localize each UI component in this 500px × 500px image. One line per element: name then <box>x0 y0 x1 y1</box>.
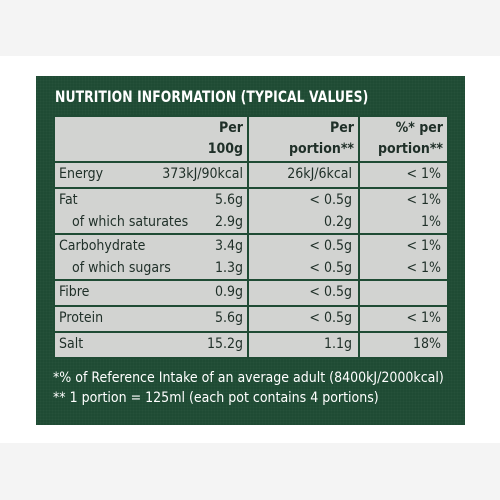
nutrition-title: NUTRITION INFORMATION (TYPICAL VALUES) <box>55 87 369 106</box>
header-per-portion: Per portion** <box>247 115 360 163</box>
salt-label: Salt <box>59 336 84 352</box>
carbohydrate-per-100g: 3.4g <box>214 238 243 254</box>
header-per-100g: Per 100g <box>53 115 249 163</box>
fibre-per-portion: < 0.5g <box>247 279 360 307</box>
energy-ri: < 1% <box>358 161 449 189</box>
fat-per-portion: < 0.5g <box>309 192 352 208</box>
table-row-carbohydrate: Carbohydrate 3.4g of which sugars 1.3g <… <box>53 233 449 281</box>
header-per-portion-line1: Per <box>330 120 354 136</box>
energy-label: Energy <box>59 166 104 182</box>
fat-ri-cell: < 1% 1% <box>358 187 449 235</box>
sugars-ri: < 1% <box>406 260 441 276</box>
header-per-100g-line1: Per <box>219 120 243 136</box>
sugars-per-portion: < 0.5g <box>309 260 352 276</box>
fat-cell: Fat 5.6g of which saturates 2.9g <box>53 187 249 235</box>
saturates-per-100g: 2.9g <box>214 214 243 230</box>
table-row-energy: Energy 373kJ/90kcal 26kJ/6kcal < 1% <box>53 161 449 189</box>
table-row-fibre: Fibre 0.9g < 0.5g <box>53 279 449 307</box>
carbohydrate-ri: < 1% <box>406 238 441 254</box>
carbohydrate-label: Carbohydrate <box>59 238 146 254</box>
protein-per-portion: < 0.5g <box>247 305 360 333</box>
fibre-label: Fibre <box>59 284 90 300</box>
table-row-fat: Fat 5.6g of which saturates 2.9g < 0.5g … <box>53 187 449 235</box>
header-ri-per-portion: %* per portion** <box>358 115 449 163</box>
carbohydrate-per-portion: < 0.5g <box>309 238 352 254</box>
sugars-per-100g: 1.3g <box>214 260 243 276</box>
fibre-per-100g: 0.9g <box>214 284 243 300</box>
nutrition-label: NUTRITION INFORMATION (TYPICAL VALUES) P… <box>36 76 465 425</box>
table-row-protein: Protein 5.6g < 0.5g < 1% <box>53 305 449 333</box>
saturates-label: of which saturates <box>72 214 189 230</box>
page-background-top <box>0 0 500 56</box>
carbohydrate-ri-cell: < 1% < 1% <box>358 233 449 281</box>
fat-label: Fat <box>59 192 78 208</box>
protein-ri: < 1% <box>358 305 449 333</box>
footnote-reference-intake: *% of Reference Intake of an average adu… <box>53 370 444 386</box>
carbohydrate-cell: Carbohydrate 3.4g of which sugars 1.3g <box>53 233 249 281</box>
fibre-ri <box>358 279 449 307</box>
header-per-100g-line2: 100g <box>207 141 243 157</box>
salt-per-portion: 1.1g <box>247 331 360 359</box>
fat-portion-cell: < 0.5g 0.2g <box>247 187 360 235</box>
salt-ri: 18% <box>358 331 449 359</box>
fibre-cell: Fibre 0.9g <box>53 279 249 307</box>
salt-per-100g: 15.2g <box>206 336 243 352</box>
salt-cell: Salt 15.2g <box>53 331 249 359</box>
sugars-label: of which sugars <box>72 260 171 276</box>
table-row-salt: Salt 15.2g 1.1g 18% <box>53 331 449 359</box>
nutrition-table: Per 100g Per portion** %* per portion** … <box>53 115 449 359</box>
carbohydrate-portion-cell: < 0.5g < 0.5g <box>247 233 360 281</box>
header-row: Per 100g Per portion** %* per portion** <box>53 115 449 163</box>
header-per-portion-line2: portion** <box>288 141 354 157</box>
footnote-portion-size: ** 1 portion = 125ml (each pot contains … <box>53 390 379 406</box>
header-ri-line2: portion** <box>377 141 443 157</box>
protein-per-100g: 5.6g <box>214 310 243 326</box>
protein-cell: Protein 5.6g <box>53 305 249 333</box>
energy-per-portion: 26kJ/6kcal <box>247 161 360 189</box>
header-ri-line1: %* per <box>395 120 443 136</box>
protein-label: Protein <box>59 310 104 326</box>
fat-ri: < 1% <box>406 192 441 208</box>
saturates-per-portion: 0.2g <box>323 214 352 230</box>
page-background-bottom <box>0 443 500 500</box>
saturates-ri: 1% <box>421 214 441 230</box>
energy-per-100g: 373kJ/90kcal <box>162 166 243 182</box>
energy-cell: Energy 373kJ/90kcal <box>53 161 249 189</box>
fat-per-100g: 5.6g <box>214 192 243 208</box>
